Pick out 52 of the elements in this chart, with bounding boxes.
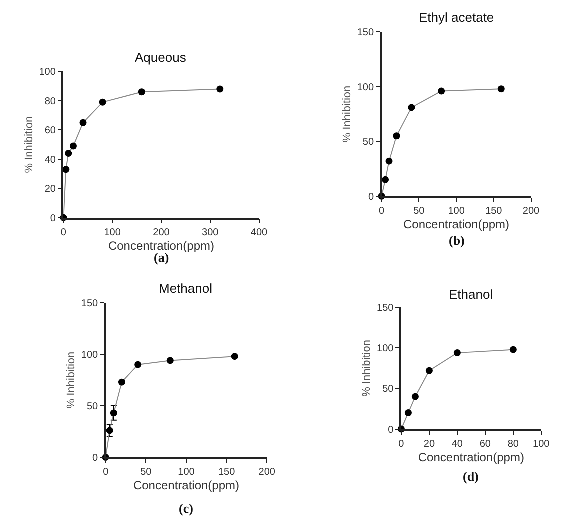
y-tick-label: 0 (92, 452, 99, 464)
chart-title: Methanol (159, 281, 213, 296)
x-tick-label: 100 (448, 206, 466, 218)
x-tick-label: 100 (104, 228, 122, 239)
y-tick-label: 100 (39, 67, 56, 78)
y-tick-label: 150 (377, 303, 394, 314)
y-tick-label: 100 (357, 82, 374, 94)
x-tick-label: 100 (533, 439, 550, 450)
y-axis-title: % Inhibition (361, 340, 374, 397)
x-tick-label: 150 (218, 467, 236, 478)
text: (d) (463, 469, 479, 484)
y-tick-label: 80 (44, 96, 56, 108)
chart-title: Ethyl acetate (419, 10, 494, 25)
x-tick-label: 200 (522, 206, 540, 218)
x-tick-label: 50 (414, 206, 426, 218)
chart-title: Aqueous (135, 50, 187, 65)
x-axis-title: Concentration(ppm) (418, 450, 524, 464)
x-tick-label: 40 (452, 439, 464, 450)
y-tick-label: 150 (81, 298, 99, 310)
y-tick-label: 0 (388, 424, 394, 436)
x-axis-title: Concentration(ppm) (133, 478, 240, 493)
text: (b) (449, 233, 465, 248)
x-tick-label: 80 (508, 439, 520, 450)
text: (c) (179, 501, 194, 516)
y-tick-label: 50 (86, 401, 99, 412)
x-tick-label: 0 (103, 467, 110, 478)
y-tick-label: 100 (377, 344, 394, 355)
x-tick-label: 200 (153, 228, 170, 239)
y-axis-title: % Inhibition (66, 352, 78, 409)
y-tick-label: 50 (382, 384, 394, 396)
x-tick-label: 60 (480, 439, 492, 450)
y-tick-label: 150 (357, 28, 374, 39)
x-tick-label: 400 (250, 228, 268, 239)
y-axis-title: % Inhibition (342, 86, 354, 143)
x-tick-label: 20 (424, 439, 436, 450)
x-axis-title: Concentration(ppm) (404, 218, 510, 232)
y-tick-label: 40 (44, 154, 56, 166)
y-tick-label: 100 (81, 350, 99, 362)
y-tick-label: 60 (44, 126, 56, 137)
chart-title: Ethanol (449, 287, 494, 302)
x-tick-label: 150 (486, 206, 503, 218)
y-tick-label: 0 (368, 192, 374, 203)
x-tick-label: 200 (258, 467, 276, 478)
y-axis-title: % Inhibition (23, 116, 36, 174)
x-tick-label: 50 (140, 467, 152, 478)
y-tick-label: 20 (44, 184, 56, 196)
x-tick-label: 0 (398, 439, 405, 450)
y-tick-label: 50 (362, 137, 374, 148)
x-tick-label: 0 (60, 228, 67, 239)
x-tick-label: 100 (178, 467, 196, 478)
x-tick-label: 300 (202, 228, 220, 239)
y-tick-label: 0 (50, 213, 56, 224)
